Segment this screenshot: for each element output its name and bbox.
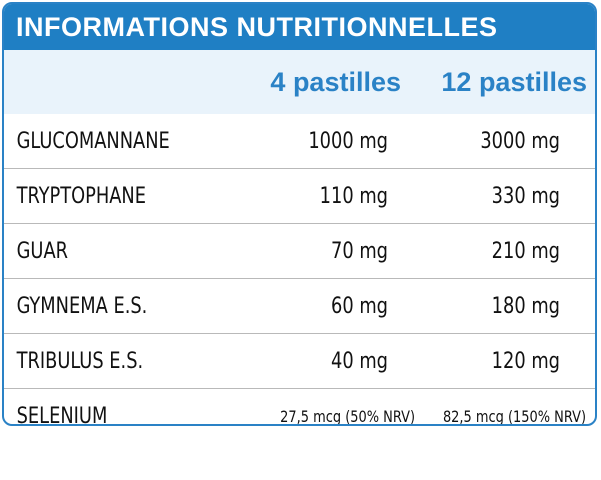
value-12-pastilles: 330 mg <box>491 183 560 209</box>
column-header-4-pastilles: 4 pastilles <box>270 66 401 97</box>
column-header-row: 4 pastilles 12 pastilles <box>4 50 595 114</box>
value-12-pastilles: 120 mg <box>491 348 560 374</box>
value-4-pastilles: 1000 mg <box>308 128 388 154</box>
value-12-pastilles: 3000 mg <box>480 128 560 154</box>
ingredient-name: GYMNEMA E.S. <box>16 293 148 319</box>
ingredient-name: GLUCOMANNANE <box>16 128 170 154</box>
ingredient-name: TRYPTOPHANE <box>16 183 147 209</box>
value-4-pastilles: 70 mg <box>331 238 388 264</box>
ingredient-name: SELENIUM <box>16 404 108 426</box>
table-row: TRYPTOPHANE 110 mg 330 mg <box>4 169 595 224</box>
table-row: GYMNEMA E.S. 60 mg 180 mg <box>4 279 595 334</box>
nutrition-table-panel: INFORMATIONS NUTRITIONNELLES 4 pastilles… <box>2 2 597 426</box>
ingredient-name: TRIBULUS E.S. <box>16 348 144 374</box>
ingredient-name: GUAR <box>16 238 69 264</box>
value-12-pastilles: 210 mg <box>491 238 560 264</box>
value-12-pastilles: 82,5 mcg (150% NRV) <box>442 407 586 426</box>
table-row: GLUCOMANNANE 1000 mg 3000 mg <box>4 114 595 169</box>
value-4-pastilles: 110 mg <box>319 183 388 209</box>
table-row: SELENIUM 27,5 mcg (50% NRV) 82,5 mcg (15… <box>4 389 595 426</box>
value-4-pastilles: 27,5 mcg (50% NRV) <box>280 407 415 426</box>
value-4-pastilles: 40 mg <box>331 348 388 374</box>
column-header-12-pastilles: 12 pastilles <box>441 66 587 97</box>
table-title: INFORMATIONS NUTRITIONNELLES <box>4 4 595 50</box>
value-4-pastilles: 60 mg <box>331 293 388 319</box>
value-12-pastilles: 180 mg <box>491 293 560 319</box>
table-row: GUAR 70 mg 210 mg <box>4 224 595 279</box>
table-row: TRIBULUS E.S. 40 mg 120 mg <box>4 334 595 389</box>
